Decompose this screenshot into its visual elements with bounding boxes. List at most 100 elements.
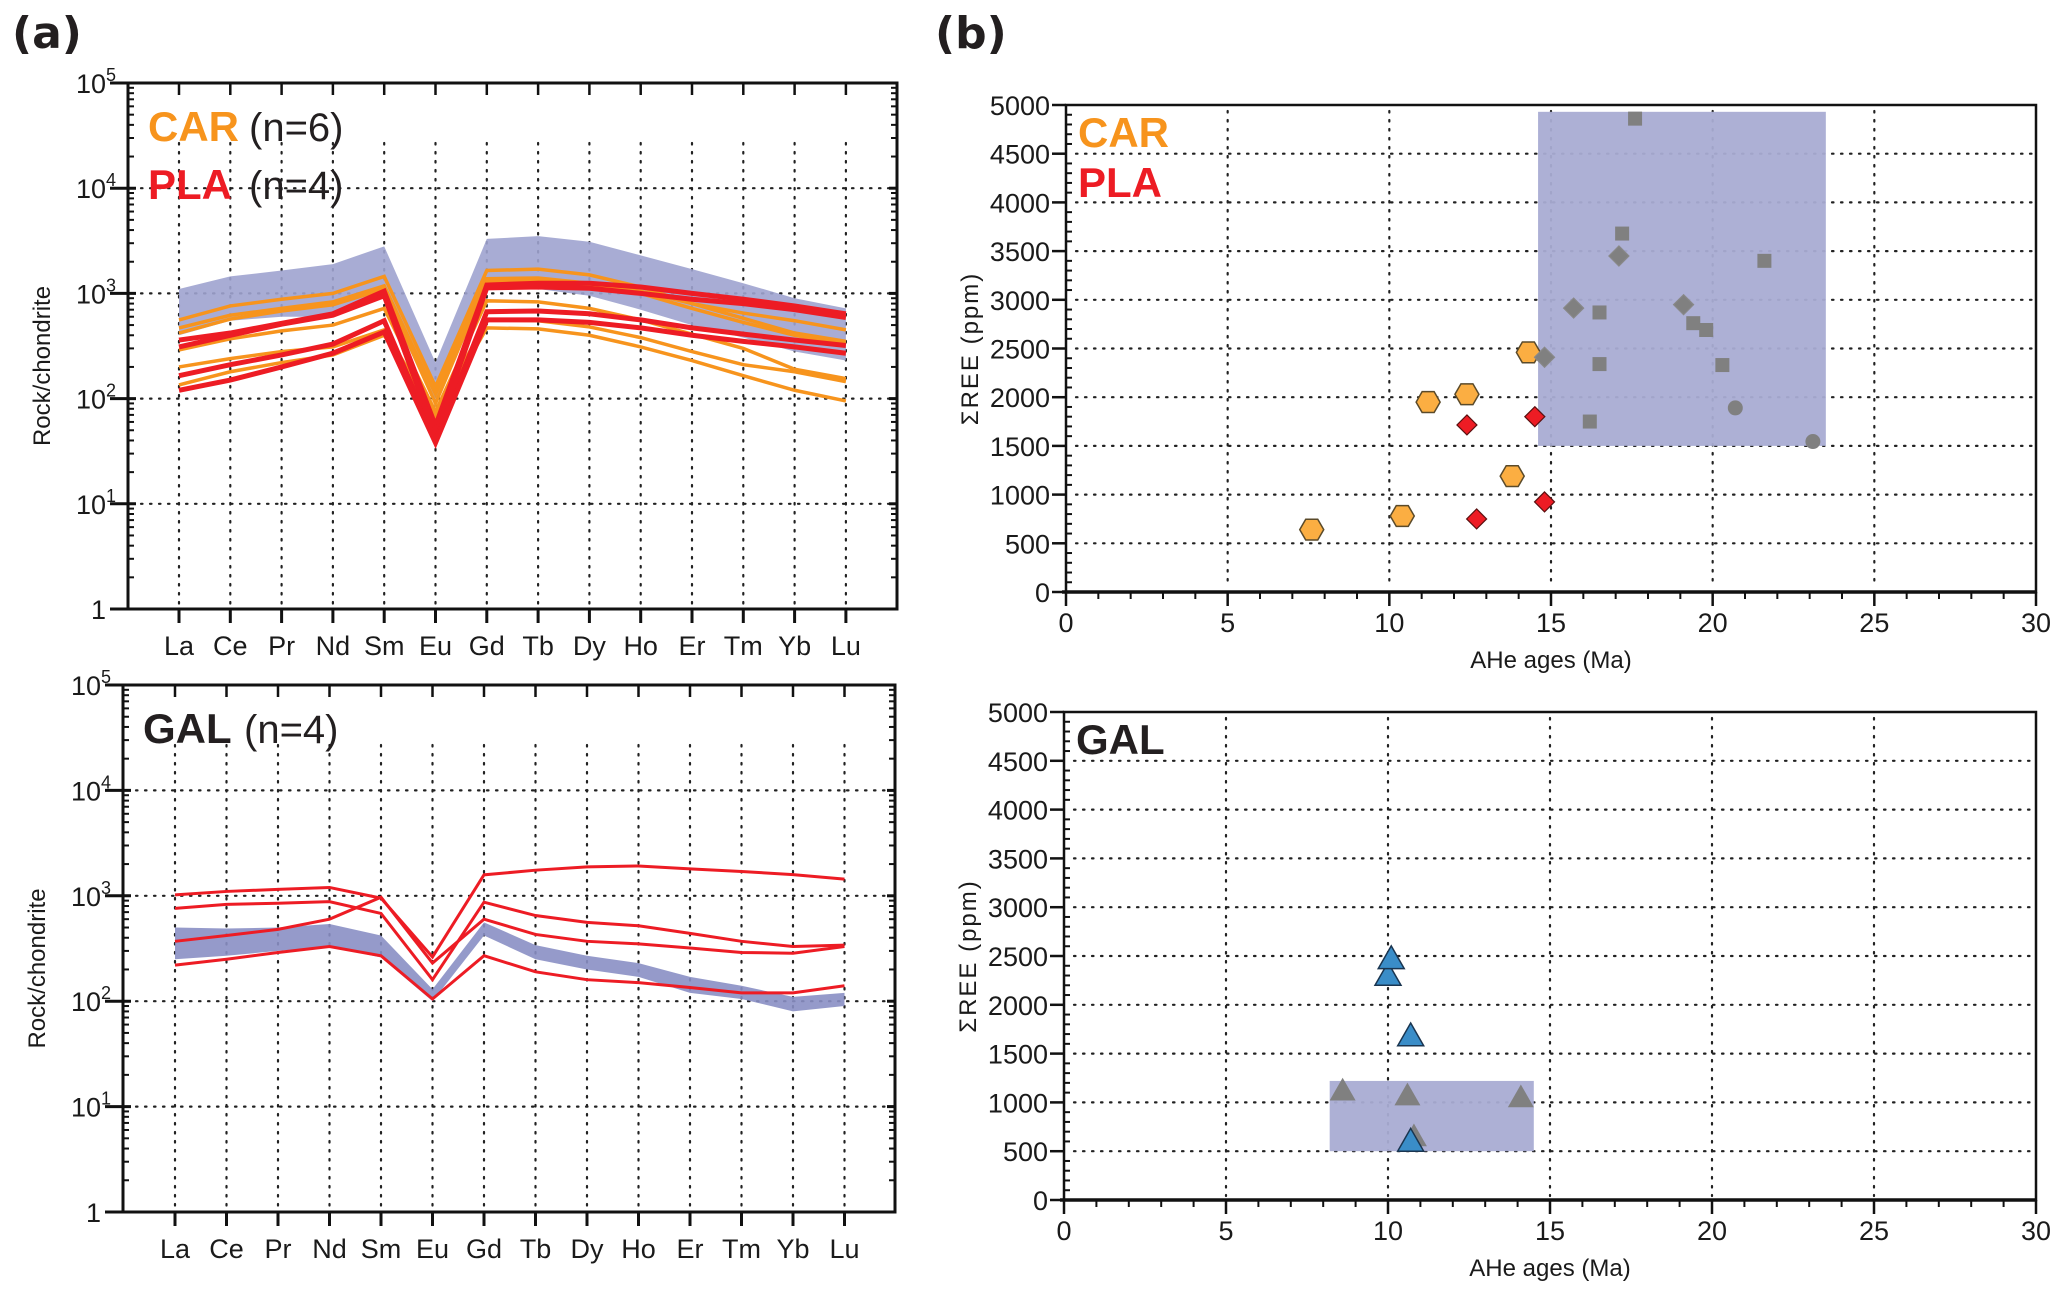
y-tick-label: 1000	[990, 481, 1050, 511]
data-point-pla	[1523, 405, 1546, 428]
series-line-pla-2	[178, 284, 847, 443]
y-tick-label: 2000	[990, 383, 1050, 413]
y-tick-label: 500	[1005, 529, 1050, 559]
y-tick-label: 3500	[988, 844, 1048, 874]
x-tick-label: Tb	[520, 1234, 552, 1264]
series-line-car-6	[178, 326, 847, 422]
y-tick-label: 105	[71, 667, 111, 701]
x-tick-label: Eu	[419, 631, 452, 661]
series-line-gal-4	[174, 945, 845, 1001]
legend-label-gal: GAL	[1076, 716, 1165, 763]
data-point-car	[1499, 464, 1526, 488]
series-line-gal-2	[174, 900, 845, 983]
data-point-pla	[1465, 508, 1488, 530]
y-tick-label: 2000	[988, 991, 1048, 1021]
data-point-reference-square	[1686, 316, 1701, 331]
y-tick-label: 105	[76, 65, 116, 99]
y-tick-label: 1000	[988, 1088, 1048, 1118]
y-tick-label: 5000	[990, 91, 1050, 121]
x-axis-title: AHe ages (Ma)	[1469, 1255, 1630, 1282]
x-tick-label: Dy	[571, 1234, 604, 1264]
reference-box	[1329, 1080, 1534, 1152]
x-tick-label: 30	[2021, 1216, 2051, 1246]
y-tick-label: 1500	[990, 432, 1050, 462]
x-tick-label: Yb	[778, 631, 811, 661]
x-tick-label: Tb	[522, 631, 554, 661]
data-point-reference-square	[1699, 322, 1714, 337]
series-line-car-1	[178, 267, 847, 391]
y-tick-label: 4500	[990, 140, 1050, 170]
data-point-reference-square	[1592, 357, 1607, 372]
x-tick-label: Ho	[621, 1234, 656, 1264]
x-tick-label: Eu	[416, 1234, 449, 1264]
x-tick-label: 5	[1220, 608, 1235, 638]
legend-label-pla: PLA	[148, 161, 232, 208]
data-point-reference-diamond	[1608, 245, 1630, 267]
y-tick-label: 0	[1033, 1186, 1048, 1216]
y-tick-label: 2500	[988, 942, 1048, 972]
x-tick-label: La	[164, 631, 195, 661]
data-point-gal	[1376, 944, 1406, 970]
y-tick-label: 104	[71, 772, 111, 806]
panel-label-b: (b)	[935, 8, 1007, 59]
x-tick-label: 15	[1536, 608, 1566, 638]
y-tick-label: 3000	[988, 893, 1048, 923]
x-tick-label: Nd	[316, 631, 351, 661]
x-tick-label: Tm	[722, 1234, 761, 1264]
chart-ree-car-pla: 1 101 102 103 104 105 La Ce Pr Nd Sm Eu Gd Tb Dy Ho Er Tm…	[29, 65, 899, 661]
series-line-pla-4	[178, 317, 847, 450]
chart-ree-gal: 1 101 102 103 104 105 La Ce Pr Nd Sm Eu Gd Tb Dy Ho Er Tm…	[24, 667, 897, 1264]
data-point-car	[1389, 504, 1416, 528]
chart-ree-vs-age-gal: 0 500 1000 1500 2000 2500 3000 3500 4000 4500 5000…	[955, 698, 2051, 1282]
legend-label-gal: GAL	[143, 705, 232, 752]
legend-count-gal: (n=4)	[244, 708, 339, 752]
x-tick-label: 25	[1859, 1216, 1889, 1246]
data-point-car	[1454, 383, 1480, 406]
legend-label-car: CAR	[1078, 109, 1169, 156]
x-tick-label: Ho	[623, 631, 658, 661]
data-point-gal	[1373, 961, 1403, 987]
y-tick-label: 104	[76, 170, 116, 204]
y-tick-label: 103	[71, 878, 111, 912]
y-tick-label: 1	[86, 1198, 101, 1228]
x-tick-label: Er	[677, 1234, 704, 1264]
data-point-reference-circle	[1727, 400, 1743, 416]
panel-label-a: (a)	[12, 8, 82, 59]
data-point-reference-square	[1757, 253, 1772, 268]
series-line-gal-1	[174, 864, 845, 960]
data-point-reference-triangle	[1394, 1082, 1421, 1106]
x-tick-label: Sm	[361, 1234, 402, 1264]
x-tick-label: Dy	[573, 631, 606, 661]
x-tick-label: Yb	[776, 1234, 809, 1264]
plot-frame	[126, 81, 899, 611]
x-tick-label: 0	[1056, 1216, 1071, 1246]
x-tick-label: 20	[1698, 608, 1728, 638]
y-tick-label: 101	[71, 1089, 111, 1123]
data-point-car	[1298, 518, 1325, 541]
series-line-gal-3	[174, 895, 845, 966]
x-tick-label: Gd	[466, 1234, 502, 1264]
data-point-reference-circle	[1805, 434, 1821, 450]
data-point-reference-triangle	[1507, 1084, 1534, 1108]
data-point-reference-square	[1615, 226, 1630, 241]
data-point-gal	[1396, 1021, 1425, 1047]
x-tick-label: Sm	[364, 631, 405, 661]
data-point-car	[1415, 390, 1441, 414]
series-line-pla-3	[178, 308, 847, 448]
x-tick-label: Lu	[829, 1234, 859, 1264]
y-tick-label: 2500	[990, 335, 1050, 365]
x-tick-label: 10	[1374, 608, 1404, 638]
y-tick-label: 3000	[990, 286, 1050, 316]
data-point-reference-square	[1592, 305, 1607, 320]
x-tick-label: Gd	[469, 631, 505, 661]
x-tick-label: Tm	[724, 631, 763, 661]
y-tick-label: 102	[76, 381, 116, 415]
y-tick-label: 4000	[990, 188, 1050, 218]
legend-count-car: (n=6)	[249, 106, 344, 150]
data-point-gal	[1396, 1126, 1425, 1152]
data-point-pla	[1533, 491, 1556, 513]
x-tick-label: Er	[679, 631, 706, 661]
x-tick-label: 5	[1218, 1216, 1233, 1246]
reference-box	[1538, 111, 1826, 446]
series-line-car-3	[178, 277, 847, 408]
